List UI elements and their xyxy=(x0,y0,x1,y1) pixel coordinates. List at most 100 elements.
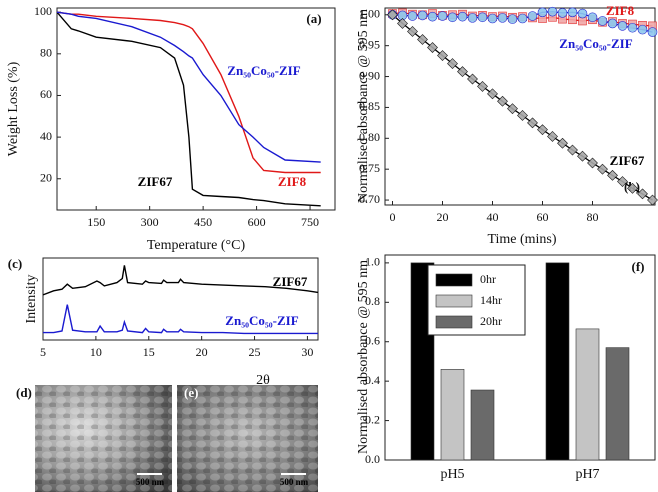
marker xyxy=(497,13,508,23)
y-tick-label: 40 xyxy=(40,129,52,143)
marker xyxy=(527,117,538,129)
marker xyxy=(477,81,488,92)
x-tick-label: 10 xyxy=(90,345,102,359)
marker xyxy=(537,7,548,18)
marker xyxy=(567,7,578,18)
series-line xyxy=(56,11,321,207)
marker xyxy=(417,10,428,21)
series-line xyxy=(42,265,319,296)
y-tick-label: 60 xyxy=(40,87,52,101)
marker xyxy=(397,18,408,29)
x-tick-label: 600 xyxy=(248,215,266,229)
marker xyxy=(547,6,558,17)
series-label: ZIF67 xyxy=(273,274,308,289)
marker xyxy=(617,176,628,187)
marker xyxy=(547,131,558,142)
x-tick-label: pH5 xyxy=(440,467,464,482)
x-tick-label: 20 xyxy=(196,345,208,359)
bar xyxy=(440,369,465,461)
y-tick-label: 0.0 xyxy=(365,452,380,466)
series-line xyxy=(56,11,321,163)
marker xyxy=(447,58,458,70)
y-tick-label: 0.95 xyxy=(359,37,380,51)
marker xyxy=(427,42,438,53)
marker xyxy=(647,27,658,37)
marker xyxy=(577,8,588,19)
y-tick-label: 1.0 xyxy=(365,255,380,269)
y-axis-label: Normalised absorbance @ 595 nm xyxy=(356,9,371,203)
marker xyxy=(407,26,418,37)
marker xyxy=(627,22,638,33)
scale-bar-label: 500 nm xyxy=(136,477,165,487)
x-tick-label: 5 xyxy=(40,345,46,359)
series-label: Zn₅₀Co₅₀-ZIF xyxy=(225,313,298,328)
plot-frame xyxy=(42,257,319,341)
x-tick-label: 80 xyxy=(587,210,599,224)
marker xyxy=(607,18,618,29)
panel-label: (d) xyxy=(16,385,32,400)
marker xyxy=(497,95,508,107)
marker xyxy=(587,12,598,23)
y-tick-label: 100 xyxy=(34,4,52,18)
x-tick-label: 0 xyxy=(390,210,396,224)
x-tick-label: 25 xyxy=(249,345,261,359)
legend-swatch xyxy=(435,273,473,287)
y-tick-label: 0.80 xyxy=(359,130,380,144)
plot-frame xyxy=(56,7,336,211)
marker xyxy=(607,169,618,181)
y-axis-label: Normalised absorbance @ 595 nm xyxy=(356,260,371,454)
marker xyxy=(417,34,428,45)
legend-label: 0hr xyxy=(480,272,496,286)
x-axis-label: Time (mins) xyxy=(487,232,556,247)
x-tick-label: 30 xyxy=(301,345,313,359)
x-axis-label: 2θ xyxy=(256,373,270,388)
y-axis-label: Intensity xyxy=(24,275,39,324)
bar xyxy=(575,328,600,461)
marker xyxy=(507,14,518,24)
panel-label: (a) xyxy=(306,11,321,26)
series-label: ZIF67 xyxy=(610,153,645,168)
marker xyxy=(557,8,568,18)
y-tick-label: 0.75 xyxy=(359,161,380,175)
bar xyxy=(470,389,495,461)
legend-label: 20hr xyxy=(480,314,502,328)
legend-swatch xyxy=(435,294,473,308)
x-tick-label: 40 xyxy=(487,210,499,224)
x-tick-label: 750 xyxy=(301,215,319,229)
marker xyxy=(627,182,638,194)
series-label: Zn₅₀Co₅₀-ZIF xyxy=(559,36,632,51)
marker xyxy=(517,110,528,121)
marker xyxy=(587,157,598,169)
y-tick-label: 0.6 xyxy=(365,333,380,347)
marker xyxy=(407,11,418,21)
marker xyxy=(577,150,588,162)
marker xyxy=(507,103,518,115)
scale-bar-label: 500 nm xyxy=(280,477,309,487)
x-tick-label: 15 xyxy=(143,345,155,359)
series-label: Zn₅₀Co₅₀-ZIF xyxy=(227,63,300,78)
panel-label: (e) xyxy=(184,385,198,400)
x-tick-label: 150 xyxy=(87,215,105,229)
marker xyxy=(477,12,488,23)
bar xyxy=(545,262,570,461)
marker xyxy=(517,13,528,24)
marker xyxy=(387,9,398,21)
marker xyxy=(537,124,548,136)
y-tick-label: 20 xyxy=(40,171,52,185)
y-tick-label: 0.8 xyxy=(365,294,380,308)
marker xyxy=(647,194,658,206)
marker xyxy=(527,11,538,21)
marker xyxy=(467,13,478,23)
marker xyxy=(617,21,628,31)
series-label: ZIF8 xyxy=(278,174,307,189)
marker xyxy=(437,50,448,61)
x-tick-label: 20 xyxy=(437,210,449,224)
marker xyxy=(597,16,608,26)
marker xyxy=(467,73,478,85)
marker xyxy=(597,163,608,175)
y-tick-label: 0.90 xyxy=(359,68,380,82)
y-tick-label: 1.00 xyxy=(359,7,380,21)
marker xyxy=(637,24,648,35)
